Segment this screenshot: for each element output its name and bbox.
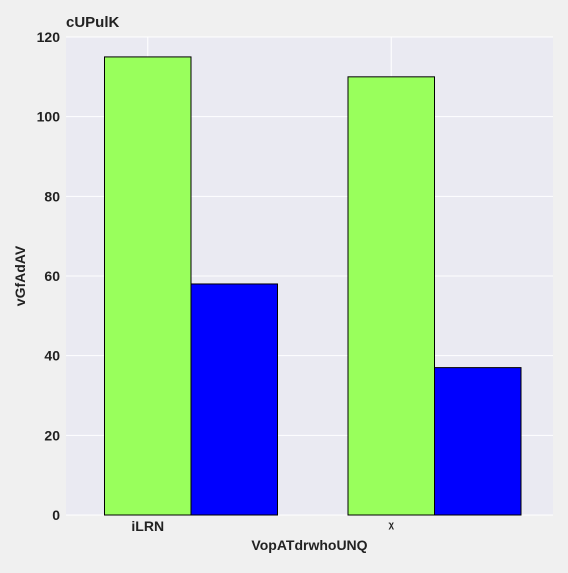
- y-tick-label: 40: [44, 348, 60, 364]
- x-axis-label: VopATdrwhoUNQ: [251, 537, 367, 553]
- x-tick-label: iLRN: [131, 518, 164, 534]
- bar: [434, 367, 522, 516]
- bar: [104, 56, 192, 516]
- x-tick-label: ᵡ: [388, 518, 395, 534]
- axis-ticks: 0 20 40 60 80 100 120 iLRN ᵡ: [37, 29, 395, 534]
- bar: [190, 283, 278, 516]
- bar: [347, 76, 435, 516]
- y-tick-label: 80: [44, 188, 60, 204]
- y-tick-label: 120: [37, 29, 61, 45]
- bars: [104, 56, 522, 516]
- y-tick-label: 0: [52, 507, 60, 523]
- y-tick-label: 20: [44, 427, 60, 443]
- chart-title: cUPulK: [66, 14, 120, 31]
- y-tick-label: 100: [37, 109, 61, 125]
- y-axis-label: vGfAdAV: [12, 245, 28, 306]
- y-tick-label: 60: [44, 268, 60, 284]
